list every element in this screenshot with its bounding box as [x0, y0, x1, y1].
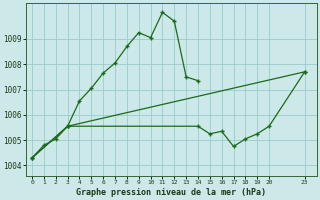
- X-axis label: Graphe pression niveau de la mer (hPa): Graphe pression niveau de la mer (hPa): [76, 188, 266, 197]
